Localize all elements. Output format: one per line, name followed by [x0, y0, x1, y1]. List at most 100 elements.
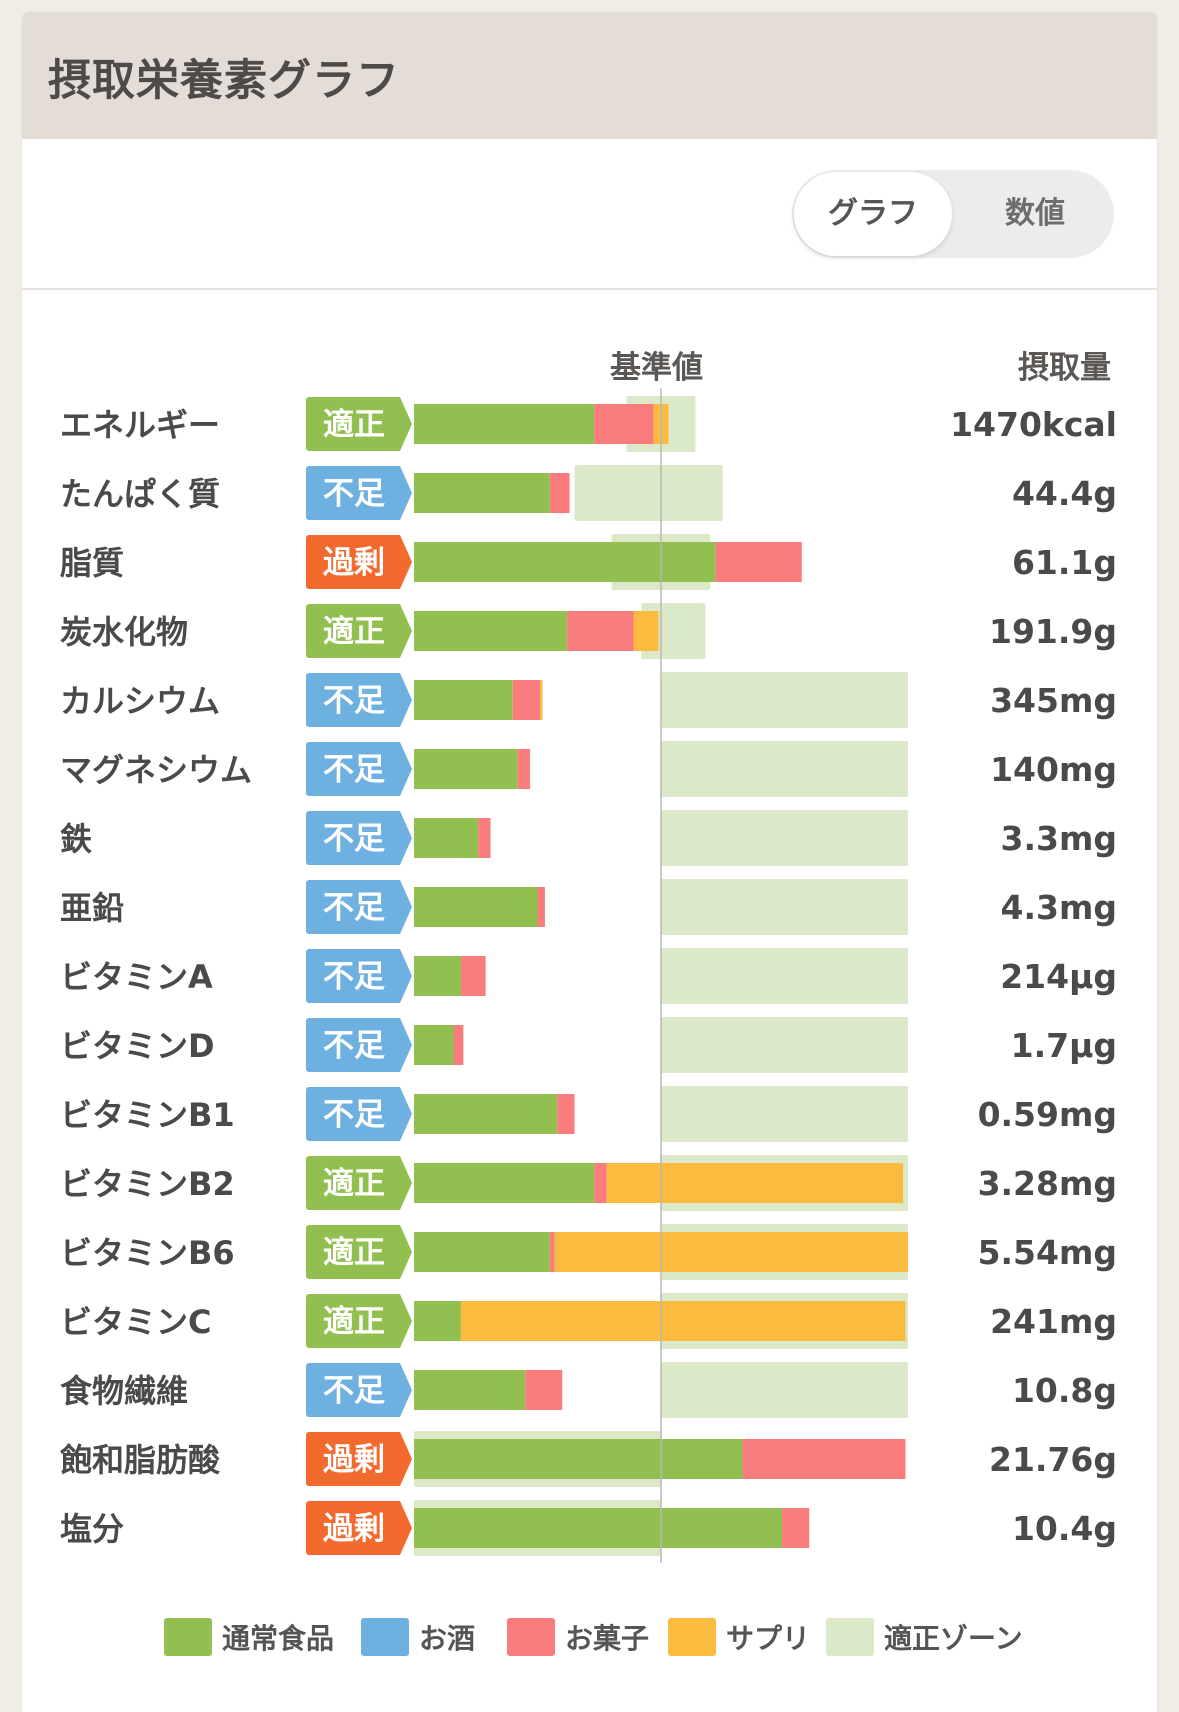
toggle-value-button[interactable]: 数値: [1005, 196, 1065, 231]
legend-swatch: [668, 1618, 716, 1656]
bar-segment: [414, 611, 568, 651]
nutrient-label: 食物繊維: [60, 1372, 188, 1410]
bar-segment: [414, 1163, 595, 1203]
legend-item: 通常食品: [164, 1612, 334, 1662]
intake-value: 140mg: [990, 750, 1117, 789]
intake-value: 5.54mg: [978, 1233, 1117, 1272]
toggle-graph-button[interactable]: グラフ: [794, 172, 952, 256]
status-badge-label: 不足: [323, 1028, 385, 1064]
nutrient-label: 亜鉛: [60, 889, 124, 927]
intake-value: 44.4g: [1012, 474, 1117, 513]
zone-band: [661, 810, 908, 866]
nutrient-label: 炭水化物: [60, 613, 188, 651]
status-badge: [306, 1432, 412, 1486]
intake-value: 1.7µg: [1011, 1026, 1117, 1065]
status-badge: [306, 1225, 412, 1279]
bar-segment: [549, 1232, 555, 1272]
legend-label: お酒: [419, 1622, 476, 1655]
status-badge: [306, 604, 412, 658]
chart-legend: 通常食品 お酒 お菓子 サプリ 適正ゾーン: [0, 1612, 1179, 1662]
bar-segment: [633, 611, 659, 651]
bar-segment: [414, 1370, 526, 1410]
status-badge: [306, 1156, 412, 1210]
legend-label: 適正ゾーン: [884, 1622, 1023, 1655]
bar-segment: [414, 818, 479, 858]
status-badge: [306, 949, 412, 1003]
intake-value: 191.9g: [989, 612, 1117, 651]
intake-value: 3.3mg: [1001, 819, 1117, 858]
status-badge-label: 適正: [323, 1166, 385, 1202]
bar-segment: [594, 404, 654, 444]
bar-segment: [606, 1163, 904, 1203]
status-badge: [306, 466, 412, 520]
legend-swatch: [507, 1618, 555, 1656]
status-badge-label: 不足: [323, 890, 385, 926]
bar-segment: [512, 680, 540, 720]
status-badge-label: 過剰: [323, 545, 385, 581]
legend-item: お酒: [361, 1612, 475, 1662]
status-badge-label: 不足: [323, 683, 385, 719]
bar-segment: [539, 680, 543, 720]
zone-band: [661, 1086, 908, 1142]
status-badge-label: 不足: [323, 476, 385, 512]
bar-segment: [414, 680, 513, 720]
legend-label: 通常食品: [222, 1622, 335, 1655]
nutrient-label: たんぱく質: [60, 475, 220, 513]
status-badge: [306, 1018, 412, 1072]
nutrient-label: カルシウム: [60, 682, 220, 720]
nutrient-label: 脂質: [60, 544, 124, 582]
bar-segment: [594, 1163, 607, 1203]
bar-segment: [557, 1094, 575, 1134]
status-badge-label: 適正: [323, 1304, 385, 1340]
intake-value: 3.28mg: [978, 1164, 1117, 1203]
legend-item: お菓子: [507, 1612, 649, 1662]
zone-band: [661, 879, 908, 935]
legend-swatch: [826, 1618, 874, 1656]
legend-item: サプリ: [668, 1612, 810, 1662]
nutrient-label: ビタミンB1: [60, 1096, 235, 1134]
intake-value: 241mg: [990, 1302, 1117, 1341]
nutrient-label: ビタミンB2: [60, 1165, 235, 1203]
status-badge-label: 不足: [323, 1097, 385, 1133]
bar-segment: [414, 1439, 743, 1479]
bar-segment: [478, 818, 491, 858]
status-badge: [306, 1087, 412, 1141]
bar-segment: [517, 749, 531, 789]
legend-swatch: [164, 1618, 212, 1656]
bar-segment: [414, 1025, 454, 1065]
header-divider: [22, 288, 1157, 290]
status-badge: [306, 880, 412, 934]
bar-segment: [414, 887, 538, 927]
zone-band: [661, 1017, 908, 1073]
status-badge: [306, 535, 412, 589]
bar-segment: [782, 1508, 810, 1548]
bar-segment: [414, 404, 595, 444]
bar-segment: [414, 542, 716, 582]
nutrient-graph-card: 摂取栄養素グラフ グラフ 数値: [22, 12, 1157, 1712]
nutrient-label: ビタミンB6: [60, 1234, 235, 1272]
nutrient-label: エネルギー: [60, 406, 220, 444]
status-badge: [306, 742, 412, 796]
bar-segment: [567, 611, 634, 651]
legend-label: お菓子: [565, 1622, 650, 1655]
bar-segment: [715, 542, 802, 582]
bar-segment: [414, 1301, 461, 1341]
bar-segment: [414, 749, 518, 789]
status-badge-label: 適正: [323, 614, 385, 650]
status-badge-label: 過剰: [323, 1511, 385, 1547]
bar-segment: [453, 1025, 464, 1065]
nutrient-label: ビタミンC: [60, 1303, 212, 1341]
status-badge-label: 不足: [323, 821, 385, 857]
nutrient-label: ビタミンA: [60, 958, 213, 996]
status-badge: [306, 673, 412, 727]
status-badge-label: 適正: [323, 1235, 385, 1271]
bar-segment: [460, 1301, 906, 1341]
nutrient-label: マグネシウム: [60, 751, 252, 789]
zone-band: [661, 948, 908, 1004]
reference-column-header: 基準値: [610, 350, 703, 386]
bar-segment: [414, 1508, 783, 1548]
card-title: 摂取栄養素グラフ: [48, 56, 400, 106]
status-badge-label: 適正: [323, 407, 385, 443]
nutrient-label: 飽和脂肪酸: [60, 1441, 221, 1479]
